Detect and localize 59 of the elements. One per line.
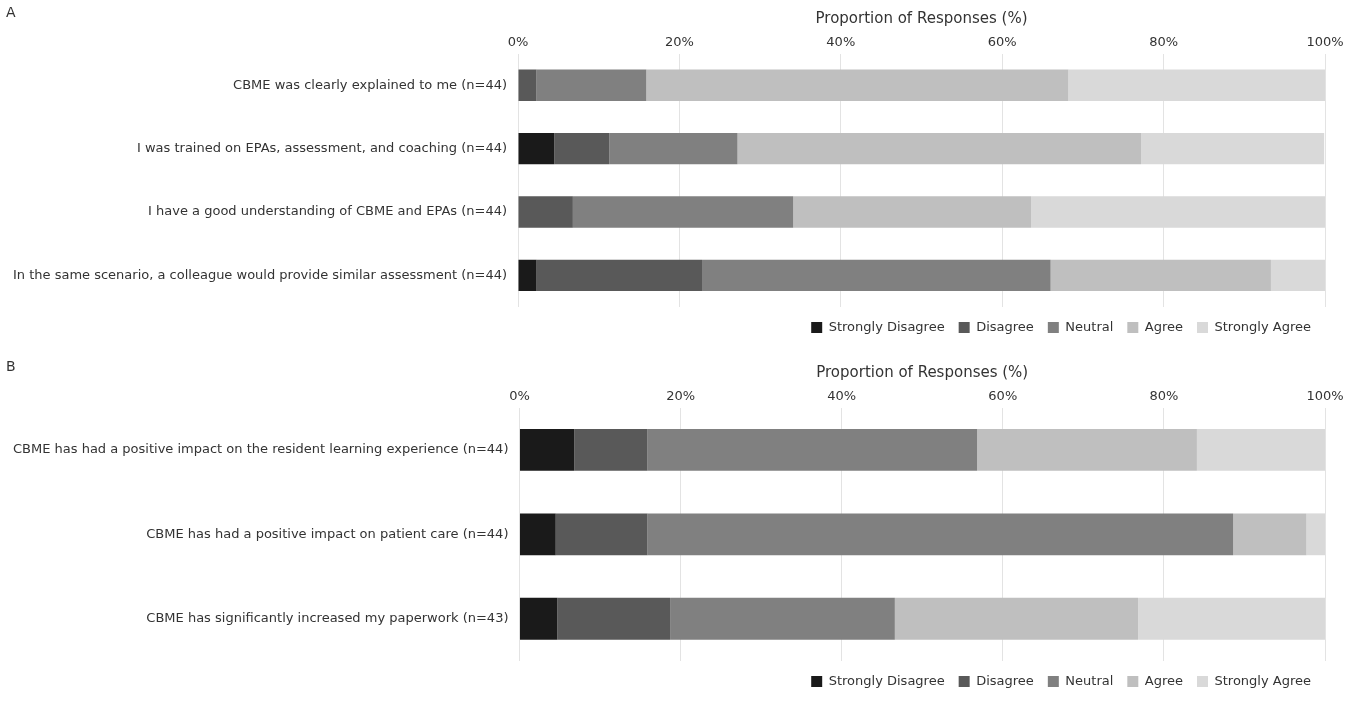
x-tick-label: 60% (988, 388, 1018, 404)
x-tick-label: 0% (507, 34, 529, 50)
bar (702, 259, 1051, 291)
legend-label: Neutral (1065, 318, 1114, 334)
bar (518, 69, 537, 101)
y-tick-label: CBME has significantly increased my paperwork (n=43) (146, 610, 509, 626)
y-tick-label: I was trained on EPAs, assessment, and coaching (n=44) (136, 140, 508, 155)
legend-label: Strongly Disagree (828, 318, 945, 334)
legend-label: Disagree (976, 672, 1034, 688)
y-tick-label: In the same scenario, a colleague would provide similar assessment (n=44) (12, 266, 508, 282)
bar (554, 132, 610, 165)
bar (519, 513, 556, 556)
legend-label: Agree (1144, 672, 1184, 688)
bar (555, 513, 648, 556)
x-tick-label: 0% (509, 388, 530, 404)
legend-label: Strongly Agree (1214, 672, 1312, 688)
bar (518, 259, 537, 291)
bar (670, 597, 895, 640)
y-tick-label: CBME was clearly explained to me (n=44) (233, 76, 508, 92)
x-axis-title: Proportion of Responses (%) (816, 362, 1029, 381)
bar (737, 132, 1142, 165)
x-tick-label: 80% (1149, 388, 1179, 404)
y-tick-label: CBME has had a positive impact on patient care (n=44) (146, 525, 509, 541)
legend-label: Strongly Disagree (828, 672, 945, 688)
bar (519, 428, 575, 471)
y-tick-label: I have a good understanding of CBME and EPAs (n=44) (148, 203, 508, 219)
x-tick-label: 40% (827, 388, 857, 404)
x-axis-title: Proportion of Responses (%) (815, 8, 1028, 27)
bar (647, 513, 1234, 556)
x-tick-label: 20% (664, 34, 694, 50)
bar (646, 69, 1069, 101)
bar (574, 428, 648, 471)
x-tick-label: 40% (826, 34, 856, 50)
bar (518, 196, 573, 228)
x-tick-label: 20% (666, 388, 696, 404)
legend-label: Disagree (976, 318, 1034, 334)
bar (518, 132, 555, 165)
bar (894, 597, 1139, 640)
x-tick-label: 80% (1149, 34, 1179, 50)
bar (519, 597, 558, 640)
bar (647, 428, 978, 471)
y-tick-label: CBME has had a positive impact on the resident learning experience (n=44) (12, 441, 509, 457)
x-tick-label: 100% (1306, 34, 1344, 50)
x-tick-label: 60% (987, 34, 1017, 50)
bar (1233, 513, 1307, 556)
bar (557, 597, 671, 640)
bar (536, 259, 702, 291)
x-tick-label: 100% (1306, 388, 1344, 404)
legend-label: Neutral (1065, 672, 1114, 688)
bar (572, 196, 794, 228)
bar (609, 132, 738, 165)
text: B (6, 357, 16, 374)
legend-label: Agree (1144, 318, 1184, 334)
bar (536, 69, 647, 101)
bar (977, 428, 1197, 471)
legend-label: Strongly Agree (1214, 318, 1312, 334)
bar (793, 196, 1032, 228)
bar (1050, 259, 1271, 291)
text: A (6, 3, 16, 20)
